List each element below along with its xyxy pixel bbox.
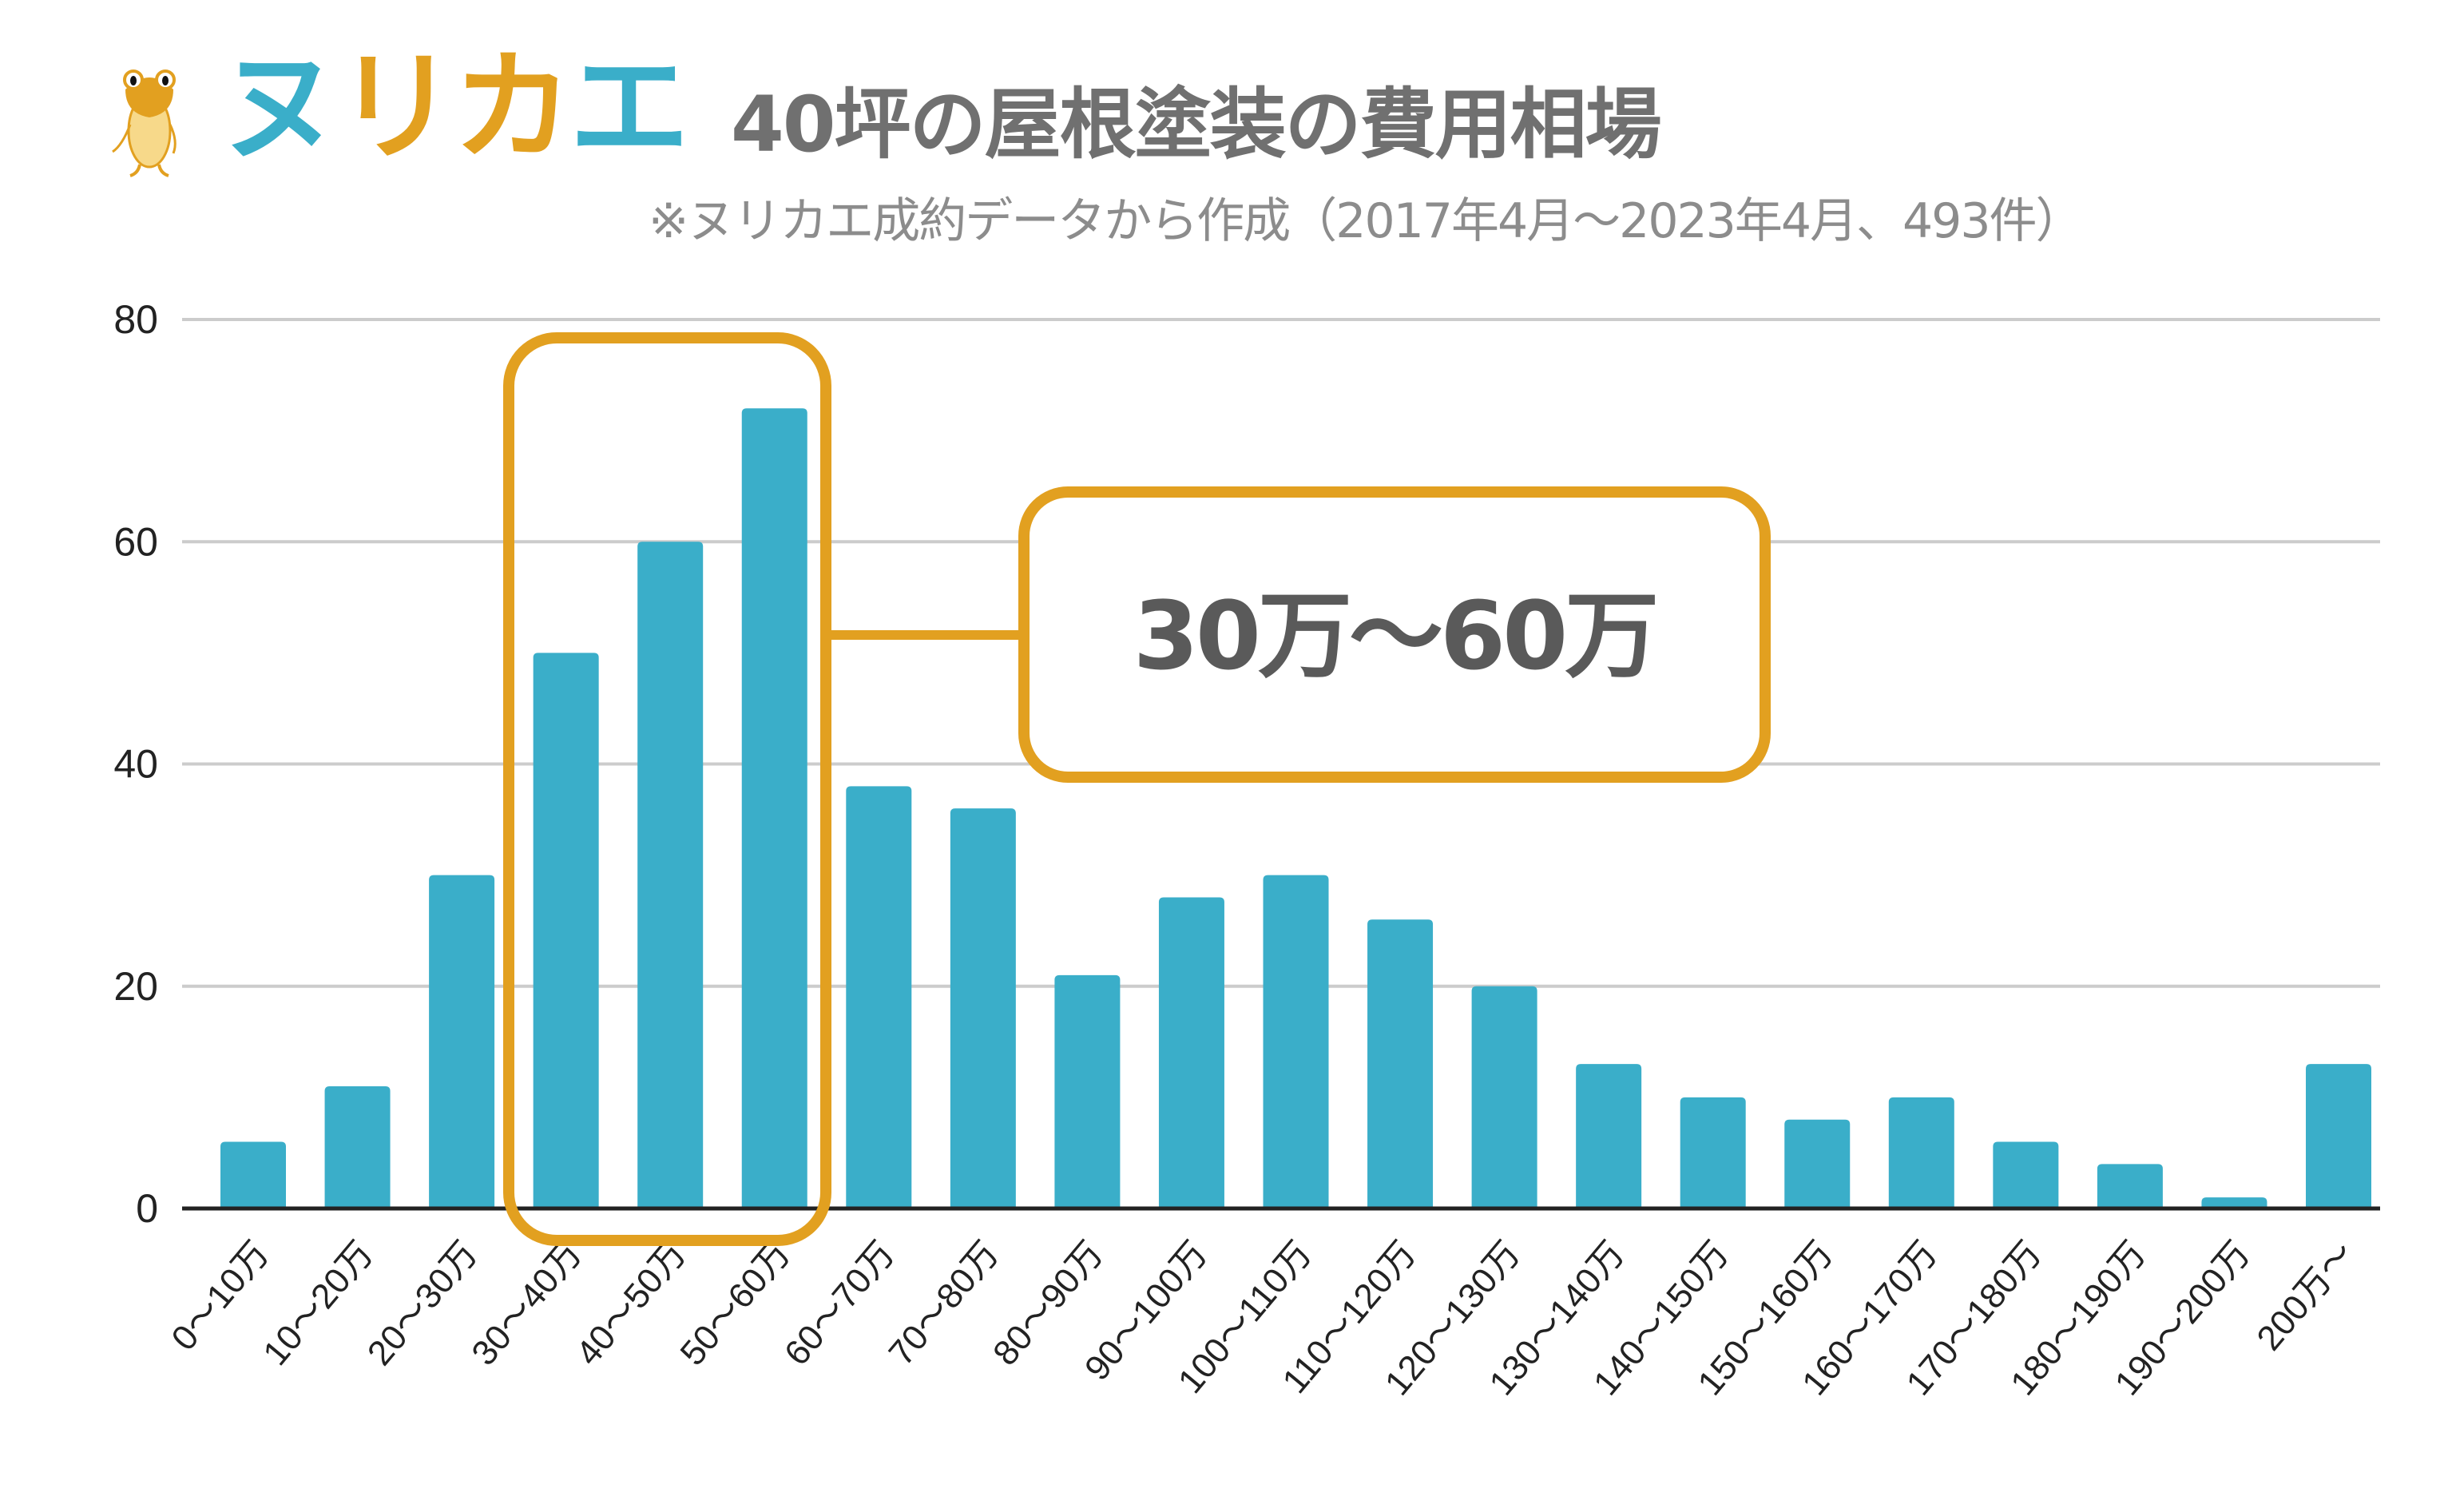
callout-label: 30万〜60万 <box>1133 581 1659 691</box>
bars <box>220 408 2371 1208</box>
x-tick-label: 10〜20万 <box>256 1234 381 1373</box>
y-tick-label: 60 <box>113 519 158 564</box>
frog-mascot-icon <box>112 69 177 177</box>
x-tick-label: 60〜70万 <box>777 1234 903 1373</box>
bar <box>741 408 807 1208</box>
bar <box>637 542 704 1208</box>
y-tick-label: 40 <box>113 742 158 787</box>
x-tick-label: 30〜40万 <box>464 1234 589 1373</box>
y-tick-label: 80 <box>113 297 158 342</box>
brand-char-ka: カ <box>453 38 573 177</box>
chart-subtitle: ※ヌリカエ成約データから作成（2017年4月〜2023年4月、493件） <box>649 193 2084 249</box>
bar <box>950 808 1016 1208</box>
brand-char-ri: リ <box>336 38 456 177</box>
bar <box>2306 1064 2371 1208</box>
y-tick-label: 20 <box>113 964 158 1009</box>
x-tick-label: 200万〜 <box>2249 1234 2362 1358</box>
bar <box>1680 1097 1746 1208</box>
bar <box>1263 875 1329 1208</box>
bar <box>1158 897 1224 1208</box>
bar <box>324 1085 391 1208</box>
bar <box>846 786 912 1208</box>
x-tick-label: 70〜80万 <box>881 1234 1006 1373</box>
brand-char-nu: ヌ <box>220 38 339 177</box>
y-axis-ticks: 0 20 40 60 80 <box>113 297 158 1231</box>
x-tick-label: 0〜10万 <box>164 1234 276 1358</box>
x-tick-label: 20〜30万 <box>360 1234 486 1373</box>
x-axis-labels: 0〜10万10〜20万20〜30万30〜40万40〜50万50〜60万60〜70… <box>164 1234 2362 1403</box>
x-tick-label: 50〜60万 <box>672 1234 798 1373</box>
logo: ヌリカエ <box>108 44 689 177</box>
bar <box>220 1141 286 1208</box>
bar <box>2201 1197 2267 1208</box>
brand-char-e: エ <box>569 38 689 177</box>
bar <box>1888 1097 1954 1208</box>
bar <box>1054 974 1121 1208</box>
bar <box>1784 1119 1851 1208</box>
bar <box>2097 1164 2163 1208</box>
y-tick-label: 0 <box>136 1186 158 1231</box>
bar <box>1993 1141 2059 1208</box>
brand-wordmark: ヌリカエ <box>220 43 689 172</box>
bar <box>1576 1064 1642 1208</box>
bar <box>533 653 599 1208</box>
chart-title: 40坪の屋根塗装の費用相場 <box>731 80 1662 169</box>
callout-box <box>1018 486 1771 783</box>
bar <box>429 875 495 1208</box>
highlight-box <box>503 332 831 1246</box>
bar <box>1471 986 1537 1208</box>
bar <box>1367 919 1434 1208</box>
x-tick-label: 40〜50万 <box>569 1234 694 1373</box>
